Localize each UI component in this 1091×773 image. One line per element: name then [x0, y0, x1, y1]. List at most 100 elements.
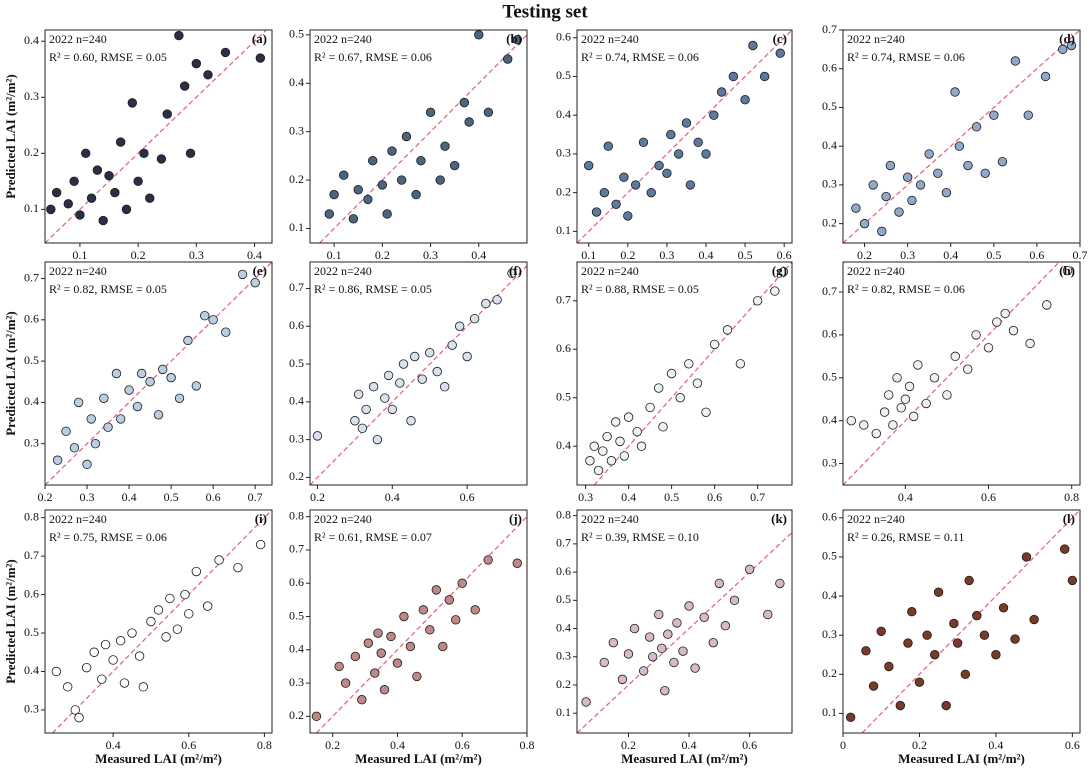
point [191, 566, 202, 577]
point [377, 180, 388, 190]
plot-frame [842, 29, 1081, 244]
point [61, 426, 71, 437]
point [81, 148, 91, 159]
point [161, 632, 171, 642]
y-tick-label: 0.8 [556, 507, 571, 521]
point [881, 191, 891, 202]
point [657, 643, 667, 654]
annotation: R² = 0.82, RMSE = 0.05 [49, 282, 167, 296]
point [373, 628, 383, 638]
point [949, 618, 959, 629]
point [133, 176, 143, 187]
x-tick-label: 0.6 [460, 490, 475, 504]
point [220, 47, 231, 58]
point [127, 628, 137, 638]
point [401, 131, 412, 142]
y-tick-label: 0.5 [822, 99, 837, 113]
point [636, 441, 647, 451]
y-tick-label: 0.1 [289, 220, 304, 234]
point [166, 372, 176, 383]
point [980, 168, 990, 178]
point [954, 141, 965, 151]
x-tick-label: 0.1 [327, 248, 342, 262]
x-tick-label: 0.2 [310, 490, 325, 504]
point [348, 214, 359, 224]
panel: 0.2 0.3 0.4 0.5 0.6 0.7 0.3 0.4 0.5 0.6 0.7 2022 n=… [3, 261, 273, 504]
point [200, 310, 210, 321]
point [459, 97, 470, 108]
y-tick-label: 0.7 [556, 536, 571, 550]
point [623, 649, 634, 659]
point [425, 625, 435, 635]
point [884, 390, 894, 400]
y-tick-label: 0.6 [822, 510, 837, 524]
y-tick-label: 0.8 [289, 508, 304, 522]
point [690, 663, 700, 673]
points [311, 555, 522, 722]
x-tick-label: 0.3 [80, 490, 95, 504]
point [512, 558, 522, 568]
point [438, 641, 448, 652]
point [425, 348, 435, 358]
points [581, 564, 785, 707]
points [324, 30, 523, 224]
point [907, 607, 917, 617]
panel-label: (k) [771, 511, 787, 526]
points [585, 266, 789, 476]
point [203, 70, 213, 80]
point [589, 441, 599, 451]
point [907, 195, 917, 206]
point [145, 377, 155, 387]
x-tick-label: 0.4 [390, 738, 405, 752]
x-tick-label: 0.5 [738, 248, 753, 262]
x-tick-label: 0.6 [777, 248, 792, 262]
y-tick-label: 0.1 [556, 705, 571, 719]
point [481, 298, 491, 309]
x-tick-label: 0.6 [1029, 248, 1044, 262]
x-tick-label: 0.1 [72, 248, 87, 262]
point [440, 141, 450, 151]
point [136, 368, 147, 379]
point [950, 351, 960, 362]
point [103, 422, 113, 432]
x-tick-label: 0.3 [423, 248, 438, 262]
point [52, 455, 63, 465]
point [370, 668, 380, 678]
point [90, 439, 101, 449]
point [877, 226, 887, 237]
plot-frame [576, 29, 793, 244]
point [933, 587, 944, 597]
point [191, 58, 202, 69]
y-tick-label: 0.3 [24, 89, 39, 103]
y-tick-label: 0.2 [556, 677, 571, 691]
point [69, 176, 79, 187]
point [845, 712, 856, 723]
point [684, 359, 694, 369]
point [885, 160, 896, 171]
plot-frame [44, 29, 273, 244]
annotation: R² = 0.88, RMSE = 0.05 [581, 282, 699, 296]
point [179, 81, 190, 91]
point [376, 648, 386, 658]
point [416, 156, 426, 166]
point [425, 107, 436, 117]
point [165, 593, 175, 604]
point [357, 423, 368, 434]
y-tick-label: 0.1 [556, 223, 571, 237]
point [960, 669, 971, 680]
point [735, 359, 746, 369]
point [752, 296, 763, 306]
y-tick-label: 0.3 [289, 675, 304, 689]
point [983, 343, 994, 353]
point [368, 382, 379, 392]
annotation: R² = 0.60, RMSE = 0.05 [49, 50, 167, 64]
x-tick-label: 0.3 [659, 248, 674, 262]
annotation: 2022 n=240 [314, 512, 372, 526]
x-tick-label: 0.7 [750, 490, 765, 504]
x-tick-label: 0.4 [122, 490, 137, 504]
y-tick-label: 0.5 [24, 625, 39, 639]
y-tick-label: 0.4 [556, 438, 571, 452]
annotation: R² = 0.61, RMSE = 0.07 [314, 530, 432, 544]
point [648, 652, 658, 662]
